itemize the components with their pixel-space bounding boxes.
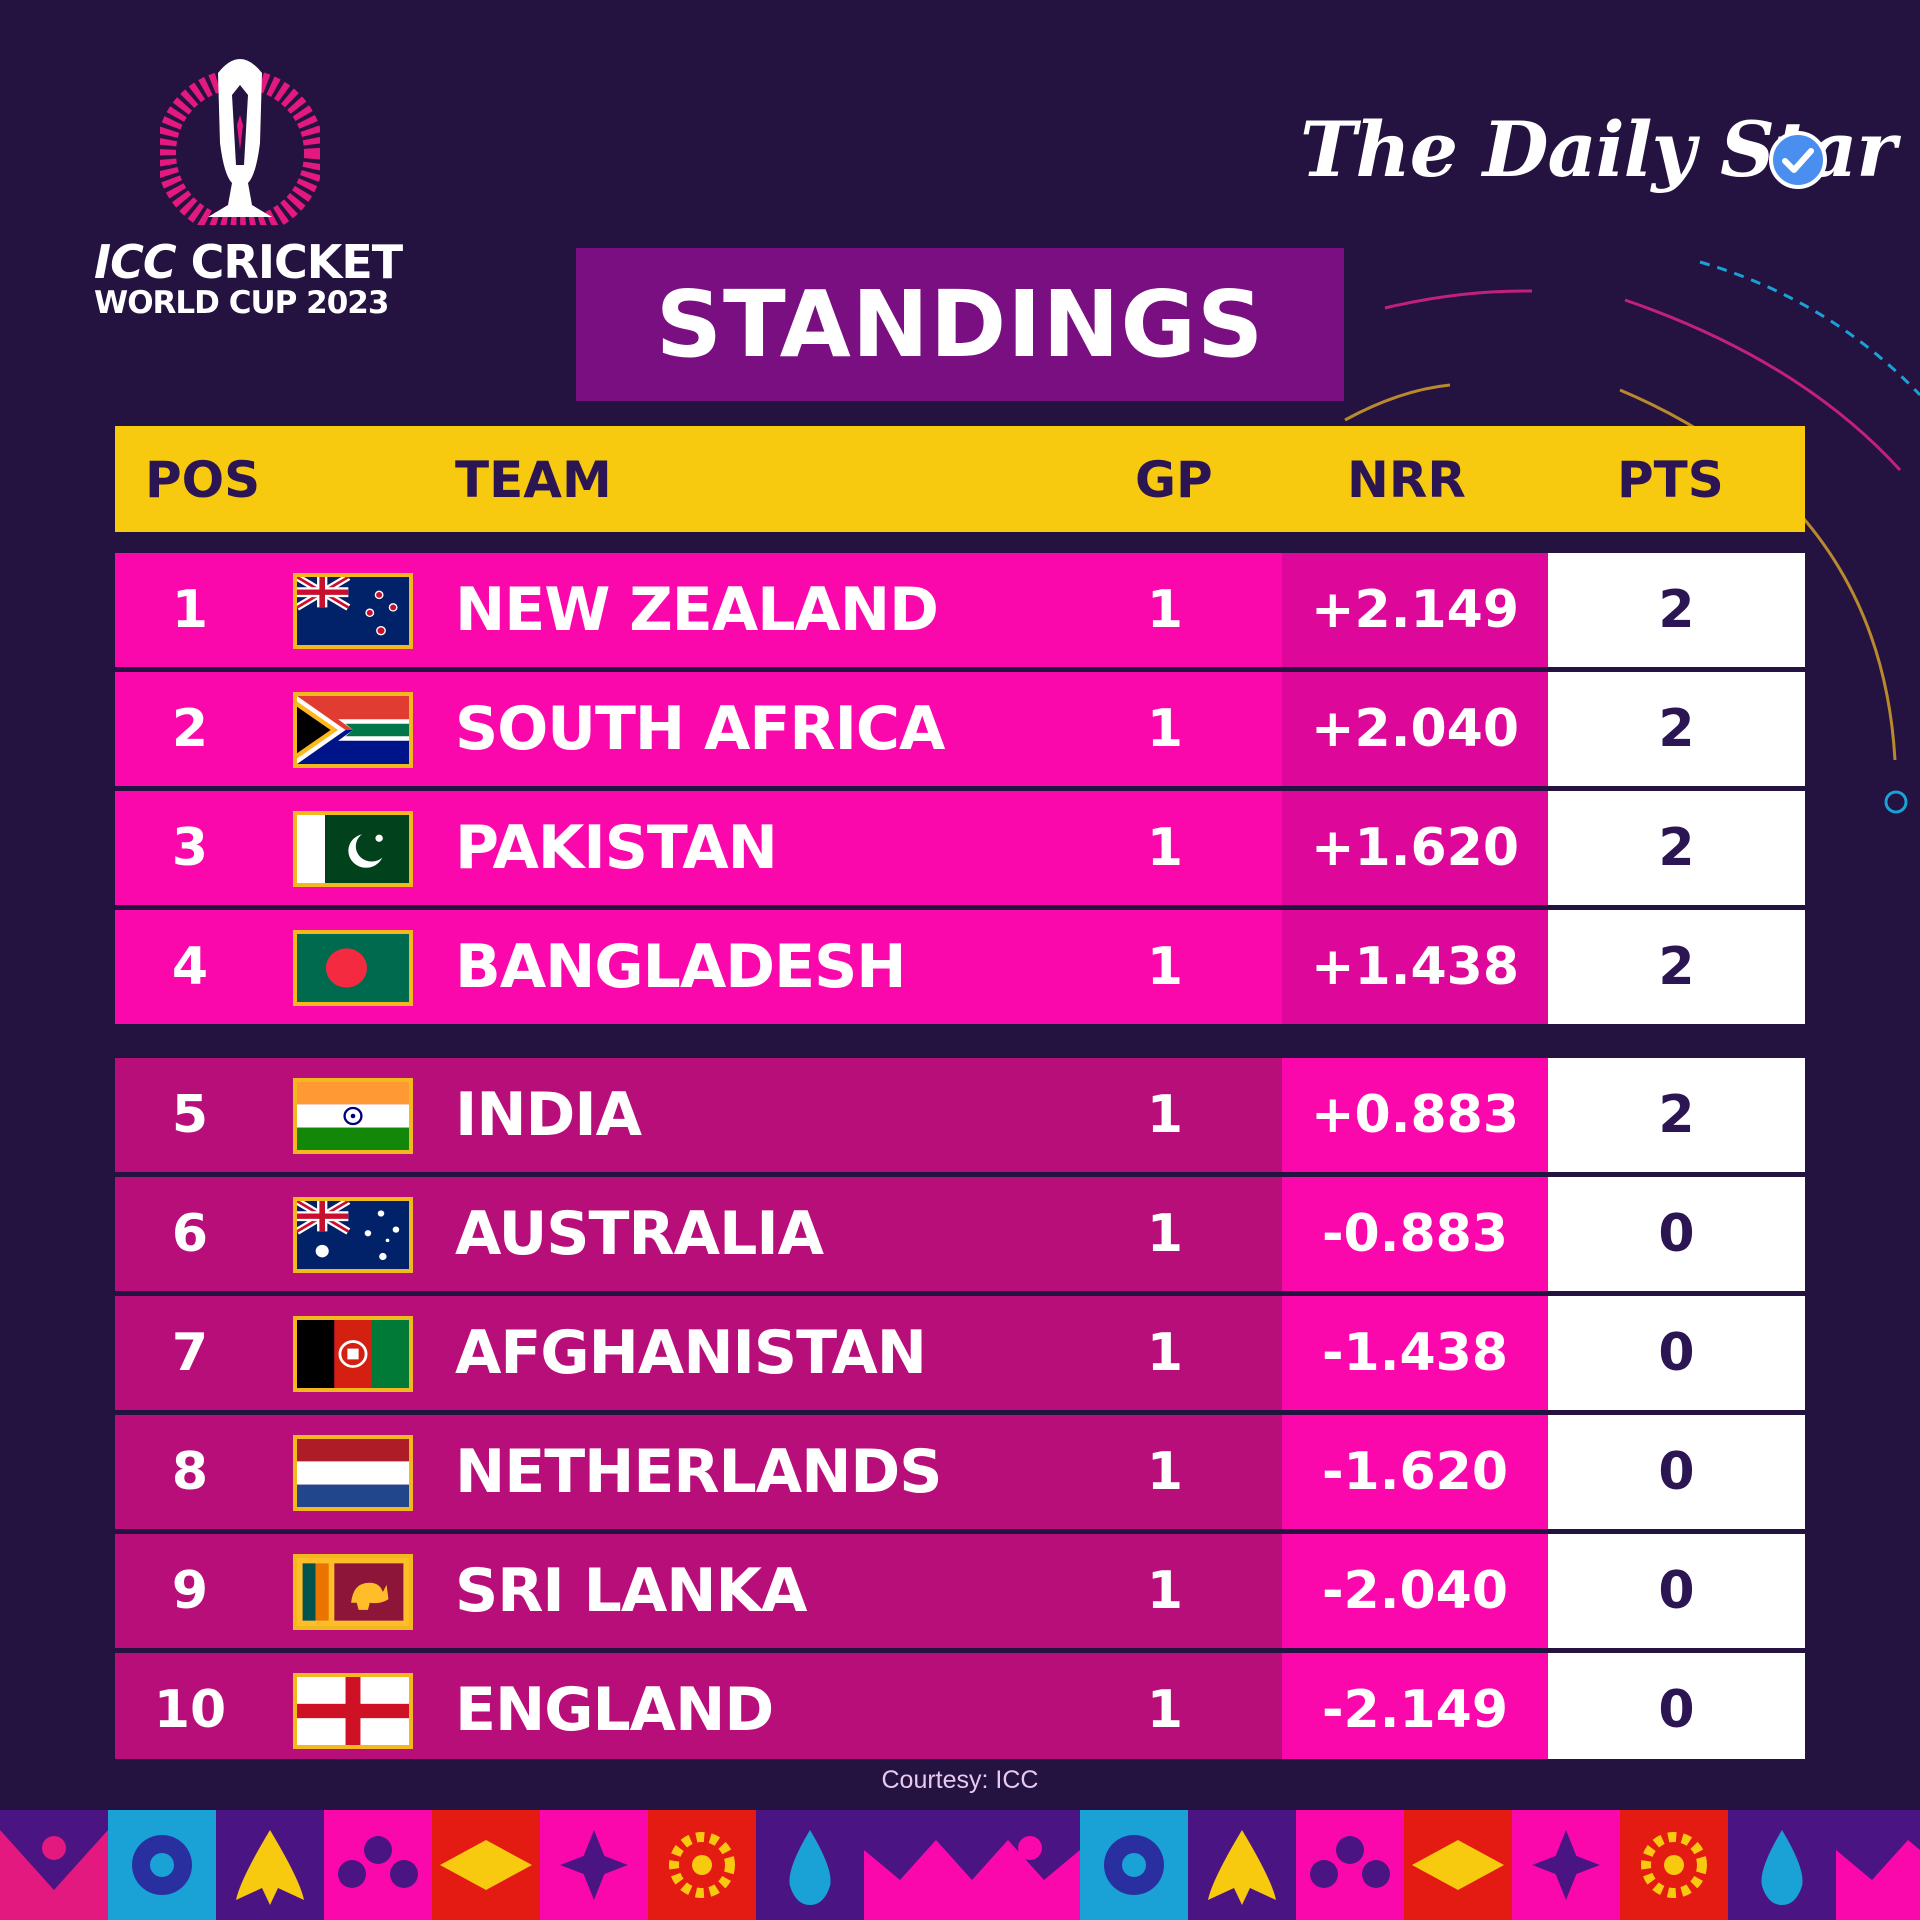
table-row: +2.149 2 1 NEW ZEALAND 1 bbox=[115, 553, 1805, 667]
event-logo-line1: ICC CRICKET bbox=[94, 235, 403, 289]
table-row: -1.438 0 7 AFGHANISTAN 1 bbox=[115, 1296, 1805, 1410]
courtesy-note: Courtesy: ICC bbox=[881, 1766, 1039, 1794]
afghanistan-flag-icon bbox=[293, 1316, 413, 1392]
row-pos: 9 bbox=[171, 1561, 209, 1621]
row-nrr: +2.149 bbox=[1310, 580, 1520, 640]
row-gp: 1 bbox=[1146, 580, 1184, 640]
row-team: ENGLAND bbox=[455, 1675, 774, 1745]
row-team: INDIA bbox=[455, 1080, 642, 1150]
bangladesh-flag-icon bbox=[293, 930, 413, 1006]
row-nrr: -0.883 bbox=[1321, 1204, 1509, 1264]
row-gp: 1 bbox=[1146, 699, 1184, 759]
table-header: POS TEAM GP NRR PTS bbox=[115, 426, 1805, 532]
standings-table: POS TEAM GP NRR PTS +2.149 2 1 NEW ZEALA… bbox=[115, 426, 1805, 1759]
row-gp: 1 bbox=[1146, 1085, 1184, 1145]
south-africa-flag-icon bbox=[293, 692, 413, 768]
row-team: AFGHANISTAN bbox=[455, 1318, 927, 1388]
event-logo-line2: WORLD CUP 2023 bbox=[94, 285, 389, 321]
table-row: +0.883 2 5 INDIA 1 bbox=[115, 1058, 1805, 1172]
row-team: NETHERLANDS bbox=[455, 1437, 942, 1507]
table-row: +1.620 2 3 PAKISTAN 1 bbox=[115, 791, 1805, 905]
row-team: AUSTRALIA bbox=[455, 1199, 824, 1269]
header-pts: PTS bbox=[1617, 451, 1724, 509]
row-team: BANGLADESH bbox=[455, 932, 907, 1002]
row-gp: 1 bbox=[1146, 1680, 1184, 1740]
row-pts: 2 bbox=[1658, 818, 1695, 878]
row-gp: 1 bbox=[1146, 1442, 1184, 1502]
row-pts: 2 bbox=[1658, 1085, 1695, 1145]
row-gp: 1 bbox=[1146, 1204, 1184, 1264]
row-nrr: +1.620 bbox=[1310, 818, 1520, 878]
row-nrr: +2.040 bbox=[1310, 699, 1520, 759]
trophy-icon bbox=[160, 59, 320, 225]
table-row: -2.040 0 9 SRI LANKA 1 bbox=[115, 1534, 1805, 1648]
row-team: NEW ZEALAND bbox=[455, 575, 939, 645]
row-pos: 5 bbox=[171, 1085, 209, 1145]
row-pos: 8 bbox=[171, 1442, 209, 1502]
table-row: -2.149 0 10 ENGLAND 1 bbox=[115, 1653, 1805, 1759]
page-title: STANDINGS bbox=[576, 248, 1344, 401]
row-gp: 1 bbox=[1146, 937, 1184, 997]
row-pts: 2 bbox=[1658, 699, 1695, 759]
row-nrr: -1.620 bbox=[1321, 1442, 1509, 1502]
row-pos: 3 bbox=[171, 818, 209, 878]
row-nrr: -2.149 bbox=[1321, 1680, 1509, 1740]
row-nrr: -2.040 bbox=[1321, 1561, 1509, 1621]
row-nrr: +0.883 bbox=[1310, 1085, 1520, 1145]
row-pos: 10 bbox=[153, 1680, 227, 1740]
australia-flag-icon bbox=[293, 1197, 413, 1273]
row-pos: 7 bbox=[171, 1323, 209, 1383]
new-zealand-flag-icon bbox=[293, 573, 413, 649]
table-row: +2.040 2 2 SOUTH AFRICA 1 bbox=[115, 672, 1805, 786]
row-pts: 0 bbox=[1658, 1442, 1695, 1502]
row-gp: 1 bbox=[1146, 1561, 1184, 1621]
row-pts: 0 bbox=[1658, 1204, 1695, 1264]
row-team: PAKISTAN bbox=[455, 813, 778, 883]
row-nrr: -1.438 bbox=[1321, 1323, 1509, 1383]
pakistan-flag-icon bbox=[293, 811, 413, 887]
header-gp: GP bbox=[1135, 451, 1213, 509]
england-flag-icon bbox=[293, 1673, 413, 1749]
header-pos: POS bbox=[145, 451, 261, 509]
row-pos: 1 bbox=[171, 580, 209, 640]
table-row: -0.883 0 6 AUSTRALIA 1 bbox=[115, 1177, 1805, 1291]
row-pos: 2 bbox=[171, 699, 209, 759]
decorative-pattern bbox=[0, 1810, 1920, 1920]
row-nrr: +1.438 bbox=[1310, 937, 1520, 997]
sri-lanka-flag-icon bbox=[293, 1554, 413, 1630]
row-pts: 0 bbox=[1658, 1323, 1695, 1383]
row-team: SRI LANKA bbox=[455, 1556, 807, 1626]
page-title-text: STANDINGS bbox=[655, 271, 1265, 378]
header-team: TEAM bbox=[455, 451, 612, 509]
row-pts: 2 bbox=[1658, 937, 1695, 997]
row-gp: 1 bbox=[1146, 818, 1184, 878]
row-gp: 1 bbox=[1146, 1323, 1184, 1383]
row-pts: 0 bbox=[1658, 1680, 1695, 1740]
row-pos: 4 bbox=[171, 937, 209, 997]
table-row: -1.620 0 8 NETHERLANDS 1 bbox=[115, 1415, 1805, 1529]
verified-check-icon bbox=[1769, 131, 1827, 189]
event-logo: ICC CRICKET WORLD CUP 2023 bbox=[80, 45, 420, 335]
india-flag-icon bbox=[293, 1078, 413, 1154]
table-row: +1.438 2 4 BANGLADESH 1 bbox=[115, 910, 1805, 1024]
row-pts: 0 bbox=[1658, 1561, 1695, 1621]
row-pts: 2 bbox=[1658, 580, 1695, 640]
header-nrr: NRR bbox=[1347, 451, 1466, 509]
row-team: SOUTH AFRICA bbox=[455, 694, 945, 764]
netherlands-flag-icon bbox=[293, 1435, 413, 1511]
row-pos: 6 bbox=[171, 1204, 209, 1264]
